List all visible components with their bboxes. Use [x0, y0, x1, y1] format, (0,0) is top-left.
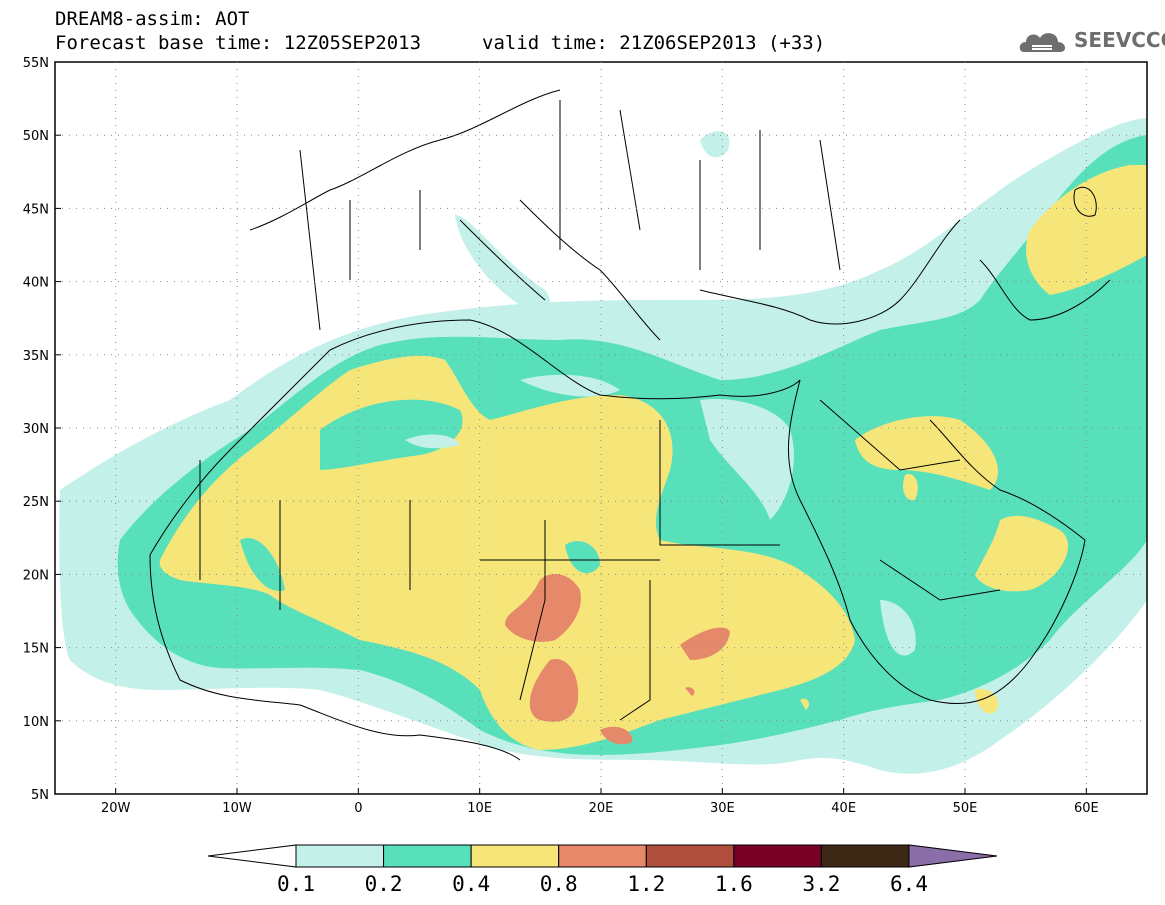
lon-label: 40E	[831, 801, 856, 816]
base-time-label: Forecast base time: 12Z05SEP2013	[55, 32, 422, 54]
colorbar-level-label: 0.2	[364, 872, 403, 896]
lat-label: 10N	[23, 715, 49, 730]
colorbar-level-label: 0.4	[452, 872, 491, 896]
lat-label: 50N	[23, 129, 49, 144]
colorbar-swatch	[558, 844, 647, 868]
longitude-labels: 20W 10W 0 10E 20E 30E 40E 50E 60E	[101, 801, 1099, 816]
cloud-logo-icon	[1019, 33, 1066, 52]
lon-label: 50E	[953, 801, 978, 816]
lon-label: 0	[354, 801, 362, 816]
lon-label: 10E	[467, 801, 492, 816]
coastlines	[149, 89, 1111, 761]
lon-label: 20E	[589, 801, 614, 816]
lon-label: 30E	[710, 801, 735, 816]
colorbar-swatch	[733, 844, 822, 868]
lat-label: 20N	[23, 568, 49, 583]
colorbar-swatch	[470, 844, 560, 868]
lon-label: 60E	[1074, 801, 1099, 816]
lat-label: 45N	[23, 202, 49, 217]
lon-label: 20W	[101, 801, 131, 816]
colorbar-level-label: 6.4	[890, 872, 928, 896]
colorbar-swatch	[295, 844, 385, 868]
lat-label: 35N	[23, 349, 49, 364]
colorbar-swatch	[820, 844, 910, 868]
lat-label: 30N	[23, 422, 49, 437]
map-title: DREAM8-assim: AOT	[55, 8, 250, 30]
colorbar-over-triangle	[908, 844, 998, 868]
lat-label: 25N	[23, 495, 49, 510]
aot-contours	[59, 118, 1147, 774]
lon-label: 10W	[222, 801, 252, 816]
lat-label: 40N	[23, 276, 49, 291]
colorbar-level-label: 1.6	[714, 872, 753, 896]
logo-text: SEEVCCC	[1074, 28, 1165, 52]
lat-label: 55N	[23, 56, 49, 71]
lat-label: 5N	[31, 788, 49, 803]
colorbar-swatch	[383, 844, 472, 868]
colorbar-swatch	[645, 844, 735, 868]
colorbar-level-label: 0.8	[539, 872, 578, 896]
latitude-labels: 55N 50N 45N 40N 35N 30N 25N 20N 15N 10N 5N	[23, 56, 49, 803]
colorbar-under-triangle	[207, 844, 297, 868]
graticule	[55, 61, 1147, 795]
colorbar-level-label: 3.2	[802, 872, 841, 896]
lat-label: 15N	[23, 642, 49, 657]
colorbar-level-label: 0.1	[277, 872, 315, 896]
colorbar	[207, 844, 998, 868]
valid-time-label: valid time: 21Z06SEP2013 (+33)	[482, 32, 826, 54]
colorbar-level-label: 1.2	[627, 872, 666, 896]
